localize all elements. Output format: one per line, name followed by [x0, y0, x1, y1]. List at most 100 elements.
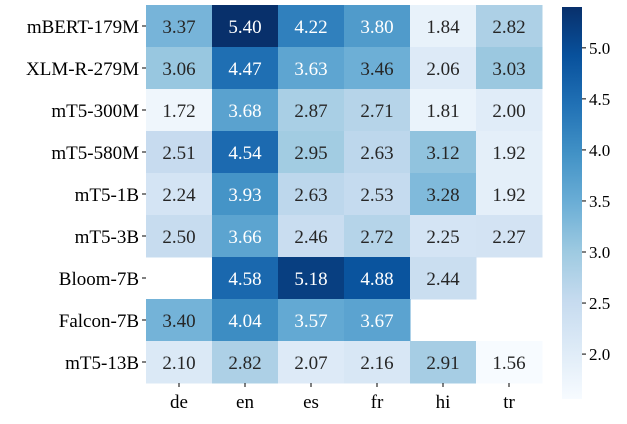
- cell-value-label-4-2: 2.63: [294, 185, 327, 206]
- colorbar-tick-label-5: 4.5: [589, 90, 610, 109]
- cell-value-label-3-0: 2.51: [162, 143, 195, 164]
- cell-value-label-5-2: 2.46: [294, 227, 327, 248]
- heatmap-cell-5-3: [344, 215, 411, 258]
- heatmap-cell-0-0: [146, 5, 213, 48]
- heatmap-cell-2-1: [212, 89, 279, 132]
- heatmap-cell-7-1: [212, 299, 279, 342]
- heatmap-cell-3-1: [212, 131, 279, 174]
- row-label-2: mT5-300M: [51, 101, 139, 122]
- column-label-2: es: [303, 392, 319, 413]
- cell-value-label-5-5: 2.27: [492, 227, 525, 248]
- heatmap-cell-3-4: [410, 131, 477, 174]
- cell-value-label-3-2: 2.95: [294, 143, 327, 164]
- heatmap-cell-3-0: [146, 131, 213, 174]
- cell-value-label-0-1: 5.40: [228, 17, 261, 38]
- heatmap-cell-4-4: [410, 173, 477, 216]
- cell-value-label-7-1: 4.04: [228, 311, 262, 332]
- heatmap-cell-7-3: [344, 299, 411, 342]
- heatmap-cell-5-0: [146, 215, 213, 258]
- cell-value-label-5-1: 3.66: [228, 227, 261, 248]
- heatmap-cell-5-2: [278, 215, 345, 258]
- colorbar: [562, 7, 582, 399]
- column-label-5: tr: [503, 392, 515, 413]
- heatmap-cell-4-2: [278, 173, 345, 216]
- cell-value-label-1-4: 2.06: [426, 59, 459, 80]
- cell-value-label-8-3: 2.16: [360, 353, 393, 374]
- cell-value-label-1-2: 3.63: [294, 59, 327, 80]
- colorbar-tick-label-2: 3.0: [589, 243, 610, 262]
- colorbar-tick-label-1: 2.5: [589, 294, 610, 313]
- heatmap-cell-6-3: [344, 257, 411, 300]
- cell-value-label-6-2: 5.18: [294, 269, 327, 290]
- cell-value-label-3-5: 1.92: [492, 143, 525, 164]
- cell-value-label-7-0: 3.40: [162, 311, 195, 332]
- heatmap-cell-8-1: [212, 341, 279, 384]
- row-label-7: Falcon-7B: [59, 311, 139, 332]
- row-label-5: mT5-3B: [75, 227, 139, 248]
- heatmap-cell-8-0: [146, 341, 213, 384]
- heatmap-cell-1-2: [278, 47, 345, 90]
- heatmap-cell-6-2: [278, 257, 345, 300]
- cell-value-label-3-4: 3.12: [426, 143, 459, 164]
- cell-value-label-8-1: 2.82: [228, 353, 261, 374]
- cell-value-label-1-0: 3.06: [162, 59, 195, 80]
- cell-value-label-8-0: 2.10: [162, 353, 195, 374]
- cell-value-label-6-1: 4.58: [228, 269, 261, 290]
- heatmap-cell-1-3: [344, 47, 411, 90]
- cell-value-label-2-3: 2.71: [360, 101, 393, 122]
- column-label-3: fr: [371, 392, 384, 413]
- heatmap-cell-1-5: [476, 47, 543, 90]
- cell-value-label-8-2: 2.07: [294, 353, 327, 374]
- row-label-8: mT5-13B: [65, 353, 139, 374]
- cell-value-label-6-3: 4.88: [360, 269, 393, 290]
- cell-value-label-2-1: 3.68: [228, 101, 261, 122]
- column-label-0: de: [170, 392, 188, 413]
- colorbar-tick-label-6: 5.0: [589, 39, 610, 58]
- colorbar-tick-label-4: 4.0: [589, 141, 610, 160]
- heatmap-cell-4-3: [344, 173, 411, 216]
- heatmap-cell-8-5: [476, 341, 543, 384]
- row-label-6: Bloom-7B: [59, 269, 139, 290]
- heatmap-cell-0-1: [212, 5, 279, 48]
- heatmap-cell-5-4: [410, 215, 477, 258]
- cell-value-label-0-5: 2.82: [492, 17, 525, 38]
- cell-value-label-0-4: 1.84: [426, 17, 460, 38]
- row-label-4: mT5-1B: [75, 185, 139, 206]
- heatmap-cell-2-0: [146, 89, 213, 132]
- cell-value-label-5-0: 2.50: [162, 227, 195, 248]
- heatmap-cell-4-1: [212, 173, 279, 216]
- cell-value-label-7-2: 3.57: [294, 311, 327, 332]
- column-label-4: hi: [436, 392, 451, 413]
- heatmap-cell-0-3: [344, 5, 411, 48]
- heatmap-cell-7-2: [278, 299, 345, 342]
- heatmap-cell-0-4: [410, 5, 477, 48]
- cell-value-label-0-2: 4.22: [294, 17, 327, 38]
- heatmap-cell-4-0: [146, 173, 213, 216]
- cell-value-label-4-5: 1.92: [492, 185, 525, 206]
- heatmap-cell-8-4: [410, 341, 477, 384]
- cell-value-label-0-0: 3.37: [162, 17, 195, 38]
- cell-value-label-5-4: 2.25: [426, 227, 459, 248]
- heatmap-cell-2-5: [476, 89, 543, 132]
- cell-value-label-0-3: 3.80: [360, 17, 393, 38]
- cell-value-label-3-1: 4.54: [228, 143, 262, 164]
- colorbar-tick-label-0: 2.0: [589, 345, 610, 364]
- heatmap-cell-4-5: [476, 173, 543, 216]
- cell-value-label-1-5: 3.03: [492, 59, 525, 80]
- row-label-3: mT5-580M: [51, 143, 139, 164]
- heatmap-cell-0-2: [278, 5, 345, 48]
- cell-value-label-1-3: 3.46: [360, 59, 393, 80]
- heatmap-cell-0-5: [476, 5, 543, 48]
- cell-value-label-6-4: 2.44: [426, 269, 460, 290]
- cell-value-label-2-2: 2.87: [294, 101, 327, 122]
- colorbar-tick-label-3: 3.5: [589, 192, 610, 211]
- cell-value-label-1-1: 4.47: [228, 59, 261, 80]
- cell-value-label-4-0: 2.24: [162, 185, 196, 206]
- cell-value-label-2-0: 1.72: [162, 101, 195, 122]
- heatmap-cell-5-1: [212, 215, 279, 258]
- cell-value-label-5-3: 2.72: [360, 227, 393, 248]
- cell-value-label-4-1: 3.93: [228, 185, 261, 206]
- heatmap-cell-8-2: [278, 341, 345, 384]
- cell-value-label-2-4: 1.81: [426, 101, 459, 122]
